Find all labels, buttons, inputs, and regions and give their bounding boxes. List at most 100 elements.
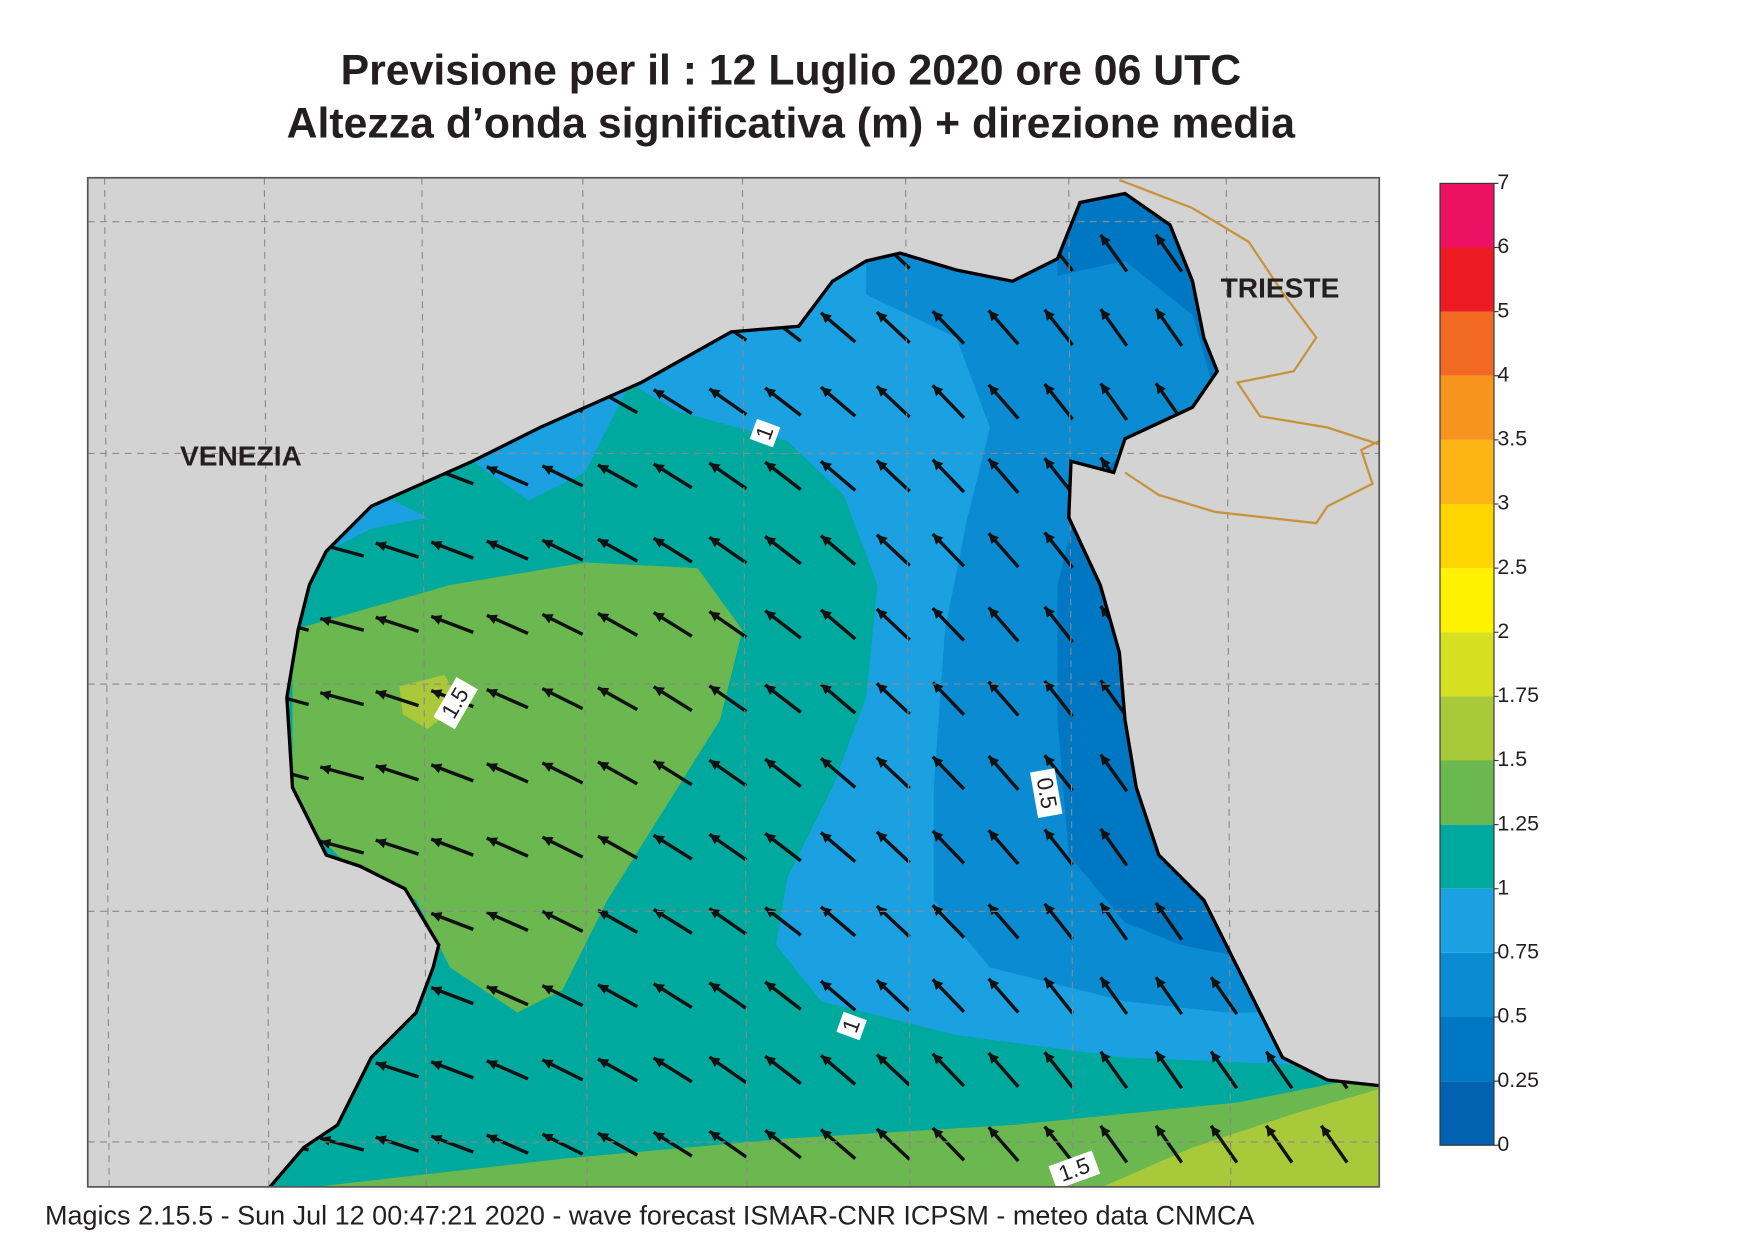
wave-arrow: [1043, 1125, 1074, 1163]
colorbar-tick-label: 2.5: [1497, 555, 1527, 579]
arrow-head: [988, 310, 1000, 322]
arrow-head: [709, 685, 721, 696]
arrow-head: [988, 1127, 1000, 1139]
wave-arrow: [652, 759, 693, 787]
wave-arrow: [1043, 976, 1074, 1015]
wave-arrow: [375, 541, 420, 559]
arrow-head: [709, 982, 721, 993]
arrow-head: [542, 614, 554, 624]
arrow-head: [709, 463, 721, 473]
wave-arrow: [708, 461, 748, 491]
wave-arrow: [1319, 1124, 1349, 1164]
wave-arrow: [819, 608, 857, 641]
arrow-head: [1321, 1125, 1332, 1137]
wave-arrow: [764, 1054, 802, 1085]
wave-arrow: [375, 615, 420, 633]
arrow-head: [431, 540, 443, 551]
colorbar-tick-label: 1.75: [1497, 683, 1539, 707]
wave-arrow: [875, 384, 911, 419]
wave-arrow: [1043, 457, 1074, 495]
wave-arrow: [597, 834, 639, 860]
wave-arrow: [541, 464, 584, 488]
arrow-head: [765, 387, 777, 399]
arrow-head: [375, 1135, 387, 1146]
wave-arrow: [931, 904, 966, 939]
wave-arrow: [486, 613, 529, 635]
wave-arrow: [375, 838, 420, 856]
arrow-head: [597, 910, 610, 920]
wave-arrow: [819, 905, 857, 938]
wave-arrow: [319, 764, 365, 781]
arrow-head: [653, 686, 665, 697]
arrow-head: [932, 756, 944, 768]
wave-arrow: [931, 384, 966, 419]
wave-arrow: [1099, 753, 1129, 793]
arrow-head: [1211, 1051, 1222, 1063]
wave-arrow: [819, 756, 857, 789]
wave-arrow: [597, 686, 639, 712]
wave-arrow: [1043, 828, 1074, 866]
place-label: VENEZIA: [180, 440, 302, 471]
arrow-head: [709, 1057, 721, 1067]
arrow-head: [1044, 1052, 1055, 1064]
wave-arrow: [708, 758, 748, 788]
wave-arrow: [1043, 605, 1074, 644]
colorbar-segment: [1440, 952, 1494, 1017]
wave-arrow: [319, 1135, 365, 1152]
arrow-head: [988, 830, 1000, 842]
arrow-head: [932, 533, 944, 545]
arrow-head: [431, 912, 443, 922]
arrow-head: [375, 615, 387, 626]
arrow-head: [1100, 754, 1111, 766]
wave-arrow: [486, 1059, 529, 1081]
wave-arrow: [708, 387, 748, 416]
arrow-head: [542, 465, 554, 475]
wave-arrow: [931, 532, 966, 568]
arrow-head: [988, 755, 1000, 767]
arrow-head: [542, 985, 554, 995]
wave-arrow: [1154, 307, 1184, 347]
colorbar-frame: [1439, 182, 1495, 1146]
arrow-head: [1100, 1125, 1111, 1137]
arrow-head: [988, 1052, 1000, 1064]
wave-arrow: [875, 1127, 911, 1161]
arrow-head: [1155, 1051, 1166, 1063]
arrow-head: [653, 835, 665, 845]
wave-arrow: [1043, 382, 1074, 421]
wave-arrow: [430, 614, 474, 634]
arrow-head: [1100, 606, 1111, 618]
wave-arrow: [486, 910, 529, 932]
wave-arrow: [1154, 1124, 1184, 1164]
wave-arrow: [541, 612, 584, 636]
arrow-head: [1044, 1126, 1055, 1138]
arrow-head: [1044, 532, 1055, 544]
wave-arrow: [486, 985, 529, 1007]
wave-arrow: [375, 1061, 420, 1079]
wave-arrow: [652, 685, 693, 712]
arrow-head: [765, 1056, 777, 1067]
arrow-head: [597, 687, 610, 697]
arrow-head: [820, 832, 832, 843]
arrow-head: [1044, 755, 1055, 767]
contour-label-bg: [836, 1011, 867, 1041]
wave-arrow: [375, 764, 420, 782]
wave-arrow: [430, 1060, 474, 1080]
wave-arrow: [597, 1131, 639, 1157]
colorbar-tick-label: 4: [1497, 362, 1509, 386]
wave-arrow: [764, 757, 802, 788]
wave-arrow: [764, 832, 802, 863]
wave-arrow: [875, 459, 911, 493]
wave-arrow: [1209, 976, 1239, 1016]
wave-arrow: [652, 982, 693, 1009]
arrow-head: [820, 758, 832, 769]
colorbar-segment: [1440, 888, 1494, 953]
wave-arrow: [1043, 902, 1074, 941]
colorbar-tick-label: 0.75: [1497, 940, 1539, 964]
arrow-head: [1155, 308, 1166, 321]
colorbar-tick-label: 1.25: [1497, 811, 1539, 835]
wave-arrow: [597, 611, 639, 637]
arrow-head: [988, 384, 1000, 396]
arrow-head: [1211, 1125, 1222, 1137]
wave-arrow: [931, 1052, 966, 1088]
